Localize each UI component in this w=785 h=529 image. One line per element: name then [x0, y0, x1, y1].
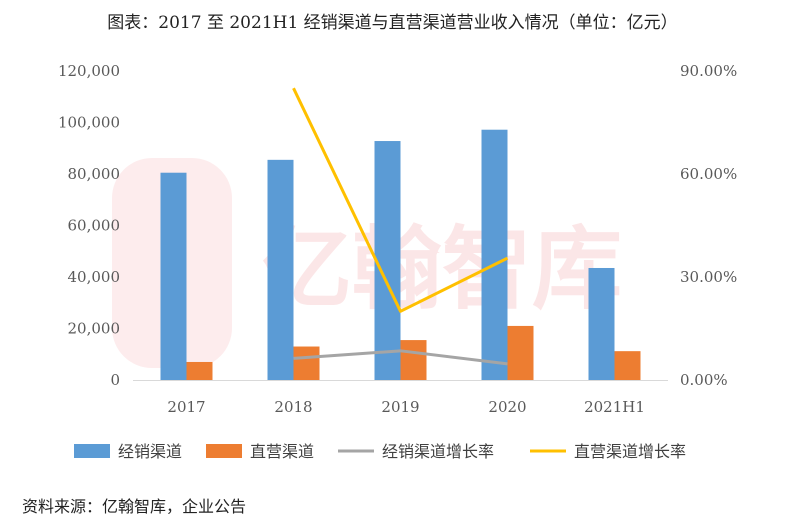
- x-tick-label: 2021H1: [584, 398, 645, 416]
- bar-direct-2020: [507, 325, 534, 380]
- left-tick-label: 20,000: [68, 320, 121, 338]
- chart-title: 图表：2017 至 2021H1 经销渠道与直营渠道营业收入情况（单位：亿元）: [107, 13, 678, 33]
- bar-distribution-2018: [267, 159, 294, 380]
- source-note: 资料来源：亿翰智库，企业公告: [22, 497, 247, 516]
- legend-label: 直营渠道增长率: [574, 442, 686, 461]
- bar-distribution-2020: [481, 129, 508, 380]
- right-tick-label: 60.00%: [680, 165, 737, 183]
- bar-distribution-2021H1: [588, 267, 615, 380]
- left-axis-ticks: 0 20,000 40,000 60,000 80,000 100,000 120,000: [58, 62, 120, 389]
- right-axis-ticks: 0.00% 30.00% 60.00% 90.00%: [680, 62, 737, 389]
- bar-distribution-2017: [160, 172, 187, 380]
- left-tick-label: 0: [110, 371, 120, 389]
- line-distribution-growth: [293, 349, 508, 366]
- bar-distribution-2019: [374, 141, 401, 380]
- legend-label: 经销渠道: [118, 442, 182, 461]
- bar-direct-2021H1: [614, 351, 641, 380]
- x-axis-ticks: 2017 2018 2019 2020 2021H1: [167, 398, 645, 416]
- legend-swatch: [74, 444, 110, 458]
- left-tick-label: 80,000: [68, 165, 121, 183]
- legend-label: 直营渠道: [250, 442, 314, 461]
- right-tick-label: 30.00%: [680, 268, 737, 286]
- left-tick-label: 120,000: [58, 62, 120, 80]
- watermark-text: 亿翰智库: [262, 217, 622, 322]
- left-tick-label: 40,000: [68, 268, 121, 286]
- legend: 经销渠道 直营渠道 经销渠道增长率 直营渠道增长率: [74, 442, 686, 461]
- x-tick-label: 2017: [167, 398, 205, 416]
- right-tick-label: 90.00%: [680, 62, 737, 80]
- bar-series: [160, 129, 641, 380]
- x-tick-label: 2019: [381, 398, 419, 416]
- line-direct-growth: [292, 87, 509, 313]
- x-tick-label: 2020: [488, 398, 526, 416]
- right-tick-label: 0.00%: [680, 371, 728, 389]
- watermark: 亿翰智库: [112, 158, 622, 368]
- legend-swatch: [206, 444, 242, 458]
- bar-direct-2017: [186, 361, 213, 380]
- bar-direct-2018: [293, 346, 320, 380]
- bar-direct-2019: [400, 340, 427, 380]
- left-tick-label: 60,000: [68, 217, 121, 235]
- line-series: [292, 87, 509, 366]
- legend-label: 经销渠道增长率: [382, 442, 494, 461]
- left-tick-label: 100,000: [58, 114, 120, 132]
- x-tick-label: 2018: [274, 398, 312, 416]
